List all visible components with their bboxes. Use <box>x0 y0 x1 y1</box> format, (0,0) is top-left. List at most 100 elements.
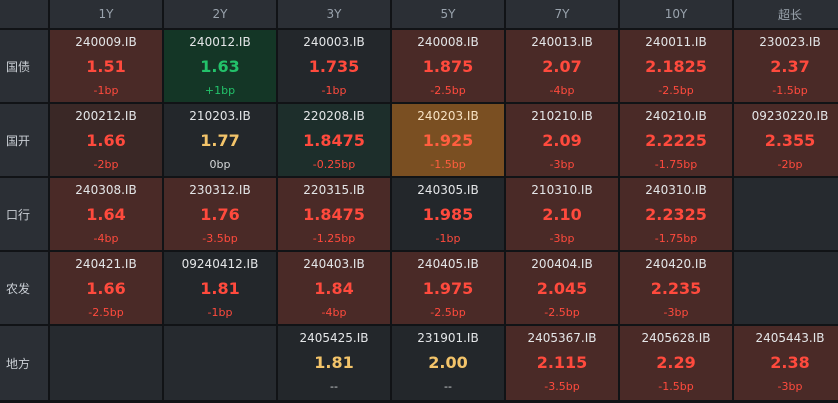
column-header-6[interactable]: 超长 <box>734 0 838 28</box>
bond-code: 200404.IB <box>531 257 593 271</box>
bond-code: 240013.IB <box>531 35 593 49</box>
yield-change: -1.5bp <box>658 380 694 393</box>
bond-code: 220315.IB <box>303 183 365 197</box>
bond-cell[interactable]: 2405443.IB 2.38 -3bp <box>734 326 838 400</box>
bond-cell[interactable]: 230023.IB 2.37 -1.5bp <box>734 30 838 102</box>
yield-change: -- <box>330 380 338 393</box>
yield-change: 0bp <box>209 158 231 171</box>
yield-change: -0.25bp <box>312 158 356 171</box>
bond-cell[interactable]: 240305.IB 1.985 -1bp <box>392 178 504 250</box>
bond-yield: 2.09 <box>542 131 582 150</box>
bond-cell[interactable]: 240003.IB 1.735 -1bp <box>278 30 390 102</box>
bond-yield: 2.045 <box>536 279 588 298</box>
bond-cell <box>734 252 838 324</box>
yield-change: +1bp <box>204 84 236 97</box>
bond-cell[interactable]: 09240412.IB 1.81 -1bp <box>164 252 276 324</box>
yield-change: -2.5bp <box>658 84 694 97</box>
yield-change: -2bp <box>93 158 119 171</box>
bond-yield: 1.84 <box>314 279 354 298</box>
bond-yield: 2.00 <box>428 353 468 372</box>
yield-change: -1.5bp <box>772 84 808 97</box>
bond-cell[interactable]: 240012.IB 1.63 +1bp <box>164 30 276 102</box>
bond-cell[interactable]: 2405367.IB 2.115 -3.5bp <box>506 326 618 400</box>
bond-code: 2405628.IB <box>641 331 711 345</box>
bond-code: 09240412.IB <box>181 257 259 271</box>
bond-cell[interactable]: 220315.IB 1.8475 -1.25bp <box>278 178 390 250</box>
bond-cell[interactable]: 240420.IB 2.235 -3bp <box>620 252 732 324</box>
bond-cell[interactable]: 231901.IB 2.00 -- <box>392 326 504 400</box>
bond-cell[interactable]: 240421.IB 1.66 -2.5bp <box>50 252 162 324</box>
bond-cell[interactable]: 09230220.IB 2.355 -2bp <box>734 104 838 176</box>
bond-cell[interactable]: 2405628.IB 2.29 -1.5bp <box>620 326 732 400</box>
bond-code: 240009.IB <box>75 35 137 49</box>
bond-cell[interactable]: 200404.IB 2.045 -2.5bp <box>506 252 618 324</box>
row-header-3: 农发 <box>0 252 48 324</box>
bond-code: 240008.IB <box>417 35 479 49</box>
bond-yield: 2.37 <box>770 57 810 76</box>
bond-yield: 2.10 <box>542 205 582 224</box>
bond-cell[interactable]: 210210.IB 2.09 -3bp <box>506 104 618 176</box>
yield-change: -3bp <box>777 380 803 393</box>
bond-cell[interactable]: 240203.IB 1.925 -1.5bp <box>392 104 504 176</box>
yield-change: -1bp <box>435 232 461 245</box>
yield-change: -2.5bp <box>430 306 466 319</box>
grid-corner <box>0 0 48 28</box>
bond-code: 240310.IB <box>645 183 707 197</box>
bond-cell[interactable]: 240013.IB 2.07 -4bp <box>506 30 618 102</box>
bond-yield: 1.925 <box>422 131 474 150</box>
yield-change: -1bp <box>321 84 347 97</box>
bond-cell[interactable]: 210310.IB 2.10 -3bp <box>506 178 618 250</box>
bond-yield: 2.115 <box>536 353 588 372</box>
column-header-1[interactable]: 2Y <box>164 0 276 28</box>
bond-yield: 1.81 <box>200 279 240 298</box>
bond-yield: 1.81 <box>314 353 354 372</box>
column-header-4[interactable]: 7Y <box>506 0 618 28</box>
bond-cell[interactable]: 240310.IB 2.2325 -1.75bp <box>620 178 732 250</box>
bond-cell[interactable]: 240009.IB 1.51 -1bp <box>50 30 162 102</box>
bond-code: 210210.IB <box>531 109 593 123</box>
bond-cell[interactable]: 240405.IB 1.975 -2.5bp <box>392 252 504 324</box>
bond-code: 230023.IB <box>759 35 821 49</box>
column-header-2[interactable]: 3Y <box>278 0 390 28</box>
bond-yield: 1.64 <box>86 205 126 224</box>
bond-code: 2405425.IB <box>299 331 369 345</box>
bond-cell[interactable]: 210203.IB 1.77 0bp <box>164 104 276 176</box>
bond-code: 210203.IB <box>189 109 251 123</box>
yield-change: -2.5bp <box>430 84 466 97</box>
row-header-2: 口行 <box>0 178 48 250</box>
bond-yield: 1.735 <box>308 57 360 76</box>
yield-change: -3.5bp <box>544 380 580 393</box>
bond-yield: 2.38 <box>770 353 810 372</box>
bond-cell[interactable]: 240308.IB 1.64 -4bp <box>50 178 162 250</box>
bond-yield: 1.51 <box>86 57 126 76</box>
bond-cell <box>50 326 162 400</box>
column-header-3[interactable]: 5Y <box>392 0 504 28</box>
bond-cell[interactable]: 230312.IB 1.76 -3.5bp <box>164 178 276 250</box>
bond-code: 2405367.IB <box>527 331 597 345</box>
bond-cell <box>734 178 838 250</box>
bond-cell[interactable]: 240008.IB 1.875 -2.5bp <box>392 30 504 102</box>
bond-code: 231901.IB <box>417 331 479 345</box>
bond-yield: 1.975 <box>422 279 474 298</box>
bond-code: 200212.IB <box>75 109 137 123</box>
yield-change: -2.5bp <box>88 306 124 319</box>
yield-change: -- <box>444 380 452 393</box>
bond-yield: 2.29 <box>656 353 696 372</box>
bond-cell[interactable]: 2405425.IB 1.81 -- <box>278 326 390 400</box>
bond-cell[interactable]: 240210.IB 2.2225 -1.75bp <box>620 104 732 176</box>
bond-yield: 1.8475 <box>303 131 365 150</box>
row-header-4: 地方 <box>0 326 48 400</box>
bond-cell[interactable]: 220208.IB 1.8475 -0.25bp <box>278 104 390 176</box>
yield-change: -2.5bp <box>544 306 580 319</box>
bond-cell[interactable]: 240011.IB 2.1825 -2.5bp <box>620 30 732 102</box>
bond-cell[interactable]: 240403.IB 1.84 -4bp <box>278 252 390 324</box>
column-header-5[interactable]: 10Y <box>620 0 732 28</box>
bond-code: 2405443.IB <box>755 331 825 345</box>
yield-change: -1.5bp <box>430 158 466 171</box>
bond-code: 240011.IB <box>645 35 707 49</box>
column-header-0[interactable]: 1Y <box>50 0 162 28</box>
yield-change: -4bp <box>321 306 347 319</box>
bond-cell[interactable]: 200212.IB 1.66 -2bp <box>50 104 162 176</box>
bond-yield: 1.76 <box>200 205 240 224</box>
